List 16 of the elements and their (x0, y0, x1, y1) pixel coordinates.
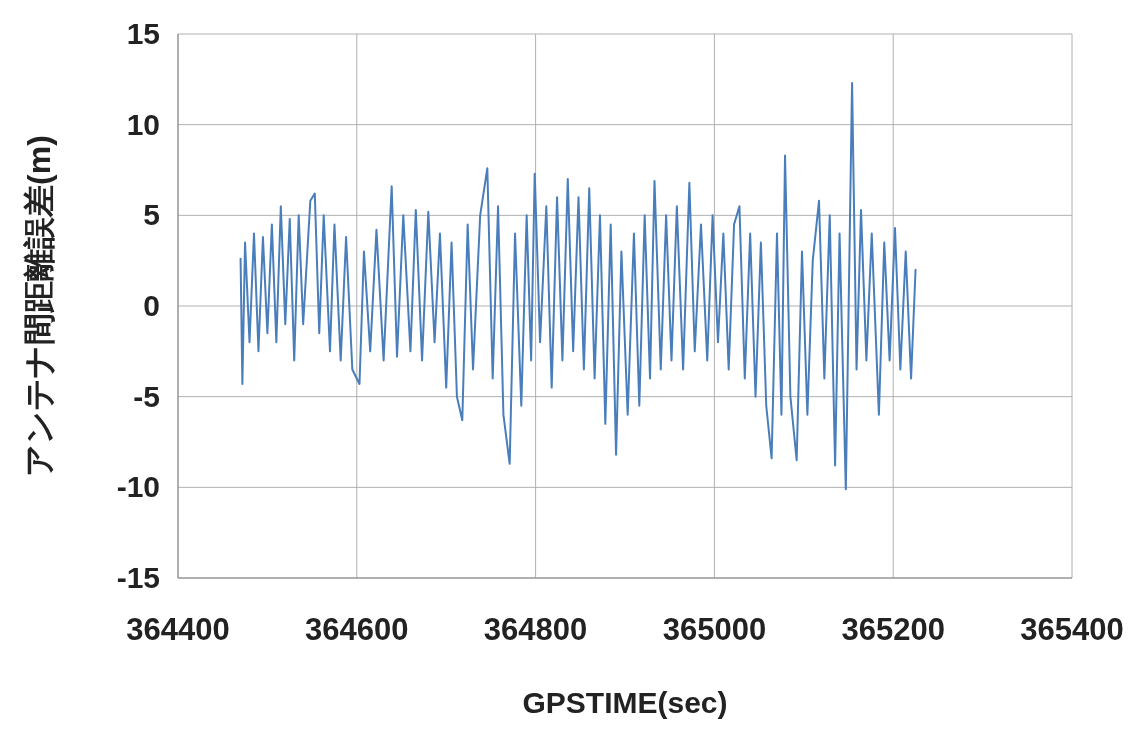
x-tick-label: 365400 (1020, 612, 1124, 647)
y-tick-label: -10 (116, 470, 160, 504)
x-axis-title: GPSTIME(sec) (522, 686, 728, 719)
y-tick-label: 15 (126, 17, 160, 50)
x-tick-label: 364800 (483, 612, 588, 647)
y-tick-label: 5 (143, 198, 160, 232)
y-tick-label: -5 (133, 379, 160, 413)
x-tick-label: 365000 (662, 612, 767, 647)
x-tick-label: 364400 (126, 612, 230, 647)
y-tick-label: 10 (126, 107, 160, 141)
x-tick-label: 365200 (841, 612, 945, 647)
line-series (239, 81, 917, 491)
y-tick-label: -15 (116, 561, 160, 594)
x-tick-label: 364600 (305, 612, 409, 647)
y-tick-label: 0 (143, 289, 160, 322)
y-axis-title: アンテナ間距離誤差(m) (21, 135, 57, 477)
